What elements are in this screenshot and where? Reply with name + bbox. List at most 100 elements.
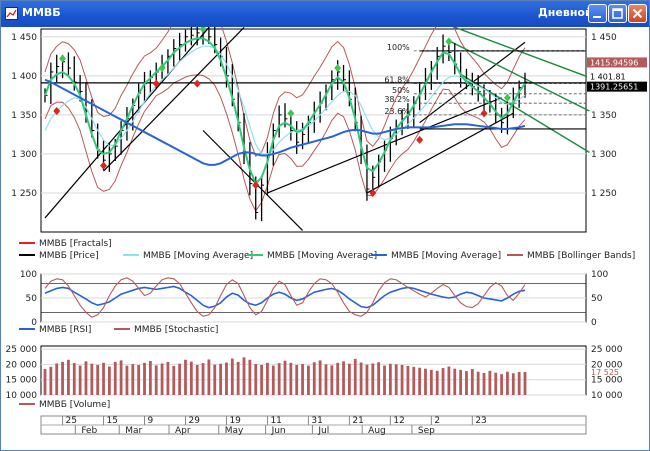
- volume-bar: [371, 363, 375, 395]
- price-tick-label-left: 1 250: [11, 189, 37, 199]
- price-tick-label-left: 1 450: [11, 33, 37, 43]
- price-panel-frame: [40, 28, 587, 233]
- minimize-icon: [593, 16, 601, 18]
- volume-bar: [388, 363, 392, 395]
- legend-label: ММВБ [Moving Average]: [143, 251, 253, 261]
- fractal-up-marker: [158, 64, 166, 73]
- volume-bar: [143, 362, 146, 395]
- volume-bar: [43, 368, 47, 395]
- fib-level-label: 100%: [387, 43, 410, 52]
- volume-bar: [347, 363, 351, 395]
- fractal-down-marker: [152, 79, 160, 88]
- volume-bar: [517, 372, 521, 395]
- fib-level-label: 61.8%: [384, 76, 410, 85]
- volume-tick-label-right: 25 000: [591, 345, 623, 355]
- oscillator-tick-label-right: 50: [591, 294, 603, 304]
- price-tick-label-right: 1 350: [591, 111, 617, 121]
- fib-level-label: 38.2%: [384, 95, 410, 104]
- volume-bar: [219, 363, 223, 395]
- green-channel-lower-line: [460, 73, 590, 153]
- price-marker-box: [587, 81, 647, 92]
- downtrend-line: [202, 130, 303, 231]
- day-tick-label: 21: [352, 416, 363, 426]
- volume-bar: [178, 363, 182, 395]
- month-tick-label: May: [225, 426, 244, 436]
- volume-bar: [418, 367, 422, 395]
- maximize-button[interactable]: [608, 4, 627, 23]
- fib-level-label: 23.6%: [384, 107, 410, 116]
- fractal-down-marker: [100, 161, 108, 170]
- fib-level-label: 50%: [392, 86, 410, 95]
- volume-bar: [84, 361, 88, 395]
- volume-bar: [271, 365, 275, 395]
- day-tick-label: 12: [393, 416, 404, 426]
- month-tick-label: Sep: [418, 426, 435, 436]
- volume-bar: [318, 360, 322, 395]
- volume-bar: [260, 364, 263, 395]
- price-marker-label: 1 401.81: [590, 72, 626, 81]
- price-marker-box: [587, 57, 647, 68]
- volume-bar: [406, 365, 410, 395]
- volume-bar: [400, 364, 404, 395]
- volume-bar: [336, 362, 340, 395]
- volume-bar: [523, 371, 527, 395]
- volume-bar: [424, 368, 427, 395]
- fractal-down-marker: [193, 79, 201, 88]
- month-tick-label: Aug: [368, 426, 386, 436]
- volume-bar: [500, 374, 503, 395]
- volume-bar: [90, 363, 94, 395]
- volume-bar: [476, 371, 480, 395]
- day-tick-label: 9: [148, 416, 154, 426]
- volume-bar: [137, 364, 141, 395]
- month-tick-label: Mar: [125, 426, 142, 436]
- oscillator-tick-label-left: 50: [26, 294, 38, 304]
- volume-last-value-label: 17 525: [591, 368, 619, 377]
- volume-bar: [154, 365, 158, 395]
- legend-label: ММВБ [Fractals]: [39, 239, 112, 249]
- volume-tick-label-left: 15 000: [6, 376, 38, 386]
- fractal-down-marker: [416, 135, 424, 144]
- volume-bar: [511, 373, 515, 395]
- legend-label: ММВБ [Volume]: [39, 400, 110, 410]
- title-bar[interactable]: ММВБ Дневной: [1, 1, 649, 27]
- volume-bar: [289, 362, 293, 395]
- volume-bar: [172, 365, 176, 395]
- volume-bar: [184, 359, 187, 395]
- volume-bar: [377, 362, 381, 395]
- month-tick-label: Apr: [175, 426, 191, 436]
- volume-bar: [248, 359, 252, 395]
- volume-bar: [342, 361, 345, 395]
- fractal-up-marker: [287, 109, 295, 118]
- close-button[interactable]: [628, 4, 647, 23]
- day-tick-label: 31: [311, 416, 322, 426]
- fibonacci-levels: 100% 61.8%50%38.2% 23.6%: [384, 43, 586, 116]
- minimize-button[interactable]: [588, 4, 607, 23]
- volume-bar: [459, 369, 463, 395]
- volume-bar: [435, 370, 439, 395]
- fractal-down-marker: [252, 181, 260, 190]
- volume-bar: [453, 368, 457, 395]
- volume-bar: [113, 361, 117, 395]
- oscillator-legend: ММВБ [RSI] ММВБ [Stochastic]: [19, 325, 218, 335]
- volume-bar: [307, 365, 310, 395]
- fractal-down-marker: [480, 109, 488, 118]
- volume-bar: [359, 362, 363, 395]
- day-tick-label: 11: [270, 416, 281, 426]
- bollinger-lower-line: [44, 74, 526, 212]
- volume-bar: [254, 364, 258, 395]
- volume-bar: [213, 364, 217, 395]
- legend-label: ММВБ [RSI]: [39, 325, 91, 335]
- legend-label: ММВБ [Price]: [39, 251, 99, 261]
- oscillator-tick-label-right: 0: [591, 318, 597, 328]
- volume-bar: [225, 362, 228, 395]
- volume-bar: [61, 361, 64, 395]
- fractal-up-marker: [199, 27, 207, 33]
- rsi-line: [44, 285, 526, 309]
- legend-label: ММВБ [Moving Average]: [267, 251, 377, 261]
- volume-bar: [488, 370, 492, 395]
- maximize-icon: [612, 8, 623, 19]
- volume-bar: [506, 371, 509, 395]
- fractal-up-marker: [445, 37, 453, 46]
- volume-bar: [412, 366, 416, 395]
